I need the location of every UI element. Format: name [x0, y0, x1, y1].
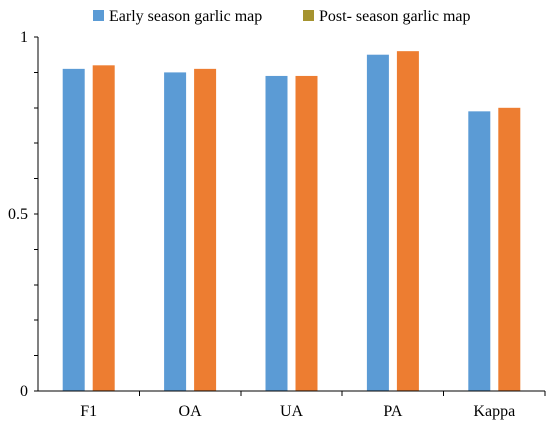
y-tick-label: 1 — [20, 29, 28, 46]
bar-post-kappa — [498, 107, 521, 392]
bars — [62, 51, 521, 392]
x-tick-label: PA — [383, 403, 402, 420]
bar-early-ua — [265, 75, 288, 391]
bar-post-f1 — [92, 65, 115, 391]
x-tick-label: F1 — [80, 403, 97, 420]
legend-swatch — [93, 10, 104, 21]
x-tick-label: OA — [179, 403, 203, 420]
y-tick-label: 0 — [20, 383, 28, 400]
bar-post-pa — [396, 51, 419, 391]
axes — [34, 36, 546, 396]
tick-labels: F1 OA UA PA Kappa 0 0.5 1 — [8, 29, 515, 420]
bar-post-ua — [295, 75, 318, 391]
bar-post-oa — [194, 68, 217, 392]
bar-early-f1 — [62, 68, 85, 392]
y-tick-label: 0.5 — [8, 206, 28, 223]
bar-early-pa — [366, 54, 389, 391]
bar-early-kappa — [468, 111, 491, 391]
bar-early-oa — [164, 72, 187, 392]
x-tick-label: UA — [280, 403, 304, 420]
legend: Early season garlic map Post- season garl… — [93, 8, 471, 25]
x-tick-label: Kappa — [473, 403, 515, 420]
legend-swatch — [303, 10, 314, 21]
legend-label: Early season garlic map — [109, 8, 262, 25]
legend-label: Post- season garlic map — [319, 8, 471, 25]
